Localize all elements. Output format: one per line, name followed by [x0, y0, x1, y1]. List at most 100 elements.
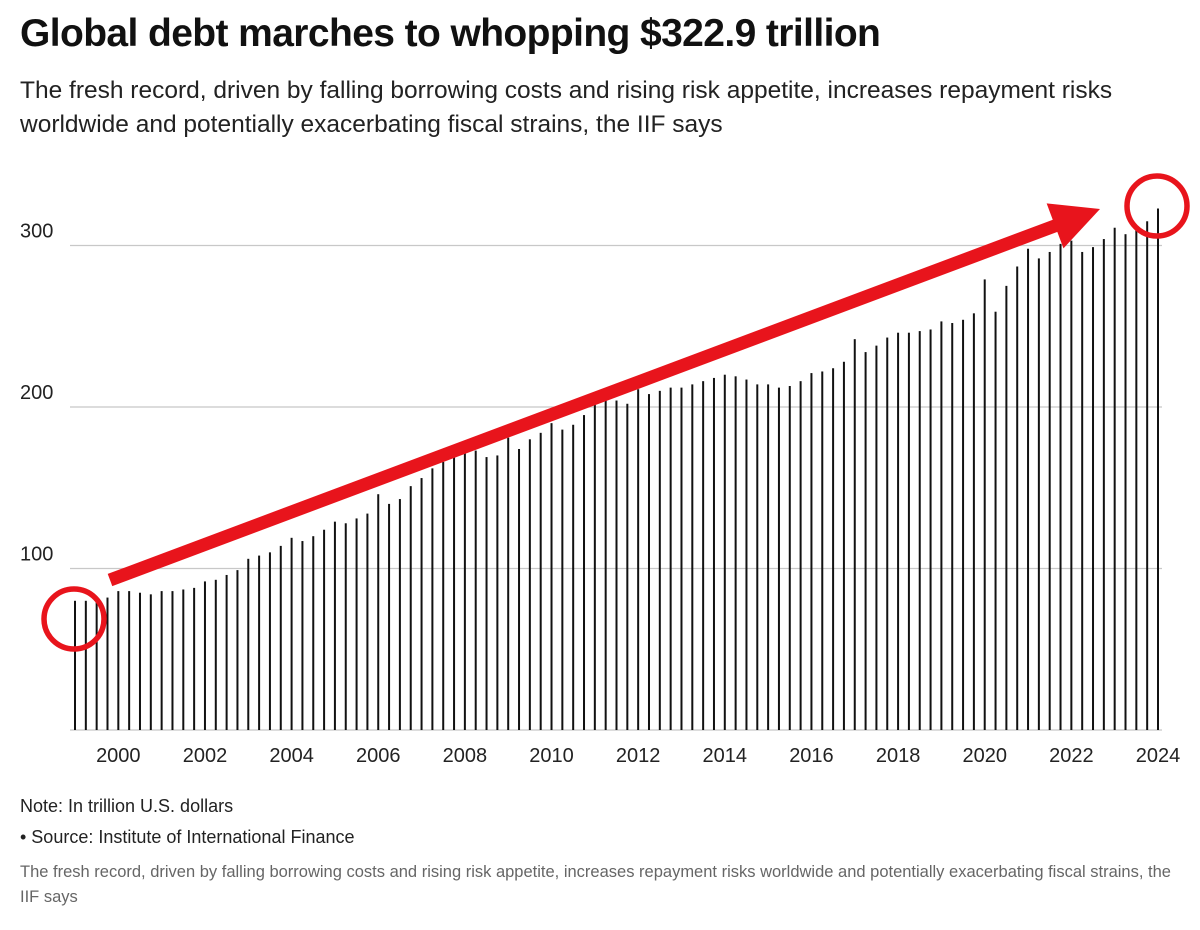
bar	[940, 321, 943, 730]
x-tick-label: 2020	[962, 745, 1007, 767]
trend-arrow-shaft	[107, 218, 1062, 587]
bar	[972, 313, 975, 730]
bar	[377, 494, 380, 730]
bar	[658, 390, 661, 730]
y-tick-label: 100	[20, 544, 53, 566]
bar	[398, 499, 401, 730]
bar	[474, 450, 477, 730]
bar	[301, 541, 304, 730]
bar	[138, 592, 141, 730]
bar	[951, 323, 954, 730]
bar	[777, 387, 780, 730]
bar	[84, 600, 87, 730]
bar	[1135, 227, 1138, 731]
bar	[832, 368, 835, 730]
bar	[268, 552, 271, 730]
bar	[279, 545, 282, 730]
x-tick-label: 2012	[616, 745, 661, 767]
bar	[117, 591, 120, 730]
bar	[182, 589, 185, 730]
bar	[518, 448, 521, 730]
x-tick-label: 2008	[443, 745, 488, 767]
bar	[994, 311, 997, 730]
bar	[1048, 251, 1051, 730]
bar	[193, 587, 196, 730]
bar	[1124, 234, 1127, 730]
bar	[507, 437, 510, 730]
bars	[74, 208, 1159, 731]
bar	[463, 452, 466, 730]
x-tick-label: 2024	[1136, 745, 1181, 767]
bar	[767, 384, 770, 730]
bar	[583, 415, 586, 730]
bar	[539, 432, 542, 730]
trend-arrow-head	[1046, 203, 1100, 249]
bar	[258, 555, 261, 730]
x-tick-label: 2006	[356, 745, 401, 767]
bar	[496, 455, 499, 730]
chart-subtitle: The fresh record, driven by falling borr…	[20, 77, 1113, 138]
bar	[1070, 240, 1073, 730]
bar	[355, 518, 358, 730]
bar	[604, 398, 607, 730]
bar	[886, 337, 889, 730]
bar	[907, 332, 910, 730]
bar	[550, 423, 553, 730]
bar	[214, 579, 217, 730]
bar	[799, 381, 802, 730]
bar	[160, 591, 163, 730]
bar	[1146, 221, 1149, 730]
bar	[593, 402, 596, 730]
bar	[442, 461, 445, 730]
y-tick-label: 300	[20, 221, 53, 243]
highlight-circle-1999	[41, 586, 107, 652]
bar	[561, 429, 564, 730]
bar	[203, 581, 206, 730]
bar	[528, 439, 531, 730]
bar	[918, 331, 921, 730]
bar	[572, 424, 575, 730]
bar	[1092, 247, 1095, 730]
bar	[637, 389, 640, 730]
bar	[388, 503, 391, 730]
bar	[897, 332, 900, 730]
bar	[875, 345, 878, 730]
bar	[95, 599, 98, 730]
bar	[128, 591, 131, 730]
bar	[1037, 258, 1040, 730]
bar	[647, 394, 650, 730]
x-tick-label: 2022	[1049, 745, 1094, 767]
x-tick-label: 2000	[96, 745, 141, 767]
bar	[312, 536, 315, 730]
bar	[962, 319, 965, 730]
bar	[788, 386, 791, 730]
bar	[810, 373, 813, 730]
y-tick-label: 200	[20, 382, 53, 404]
bar	[1059, 243, 1062, 730]
bar	[106, 597, 109, 730]
bar	[734, 376, 737, 730]
bar	[485, 457, 488, 730]
bar	[745, 379, 748, 730]
bar	[1005, 285, 1008, 730]
bar	[615, 400, 618, 730]
bar	[236, 570, 239, 730]
x-axis-ticks: 2000 2002 2004 2006 2008 2010 2012 2014 2016 2018…	[96, 745, 1180, 767]
bar	[712, 377, 715, 730]
bar	[225, 574, 228, 730]
x-tick-label: 2014	[703, 745, 748, 767]
bar	[171, 591, 174, 730]
bar	[323, 529, 326, 730]
bar	[983, 279, 986, 730]
x-tick-label: 2002	[183, 745, 228, 767]
bar	[842, 361, 845, 730]
bar	[691, 384, 694, 730]
bar	[290, 537, 293, 730]
bar	[420, 478, 423, 730]
bar	[756, 384, 759, 730]
bar	[431, 468, 434, 730]
bar	[1113, 227, 1116, 731]
bar	[453, 455, 456, 730]
bar	[366, 513, 369, 730]
